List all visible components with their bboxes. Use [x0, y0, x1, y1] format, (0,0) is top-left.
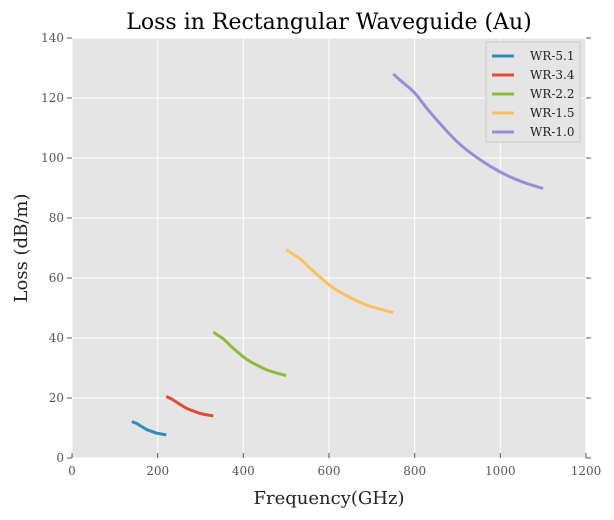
series-line-wr-2.2 [212, 330, 287, 377]
x-tick-label: 600 [318, 464, 341, 478]
series-line-wr-1.5 [285, 248, 394, 314]
series-line-wr-5.1 [131, 420, 167, 437]
legend-label: WR-5.1 [530, 49, 575, 63]
x-tick-label: 400 [232, 464, 255, 478]
x-tick-label: 800 [403, 464, 426, 478]
x-tick-label: 0 [68, 464, 76, 478]
x-tick-label: 1200 [571, 464, 602, 478]
axis-ticks: 0 200 400 600 800 1000 1200 0 20 40 60 80 100 120 140 [41, 31, 601, 478]
chart-title: Loss in Rectangular Waveguide (Au) [126, 10, 531, 35]
legend-box [485, 41, 581, 143]
x-axis-label: Frequency(GHz) [254, 488, 405, 509]
legend: WR-5.1 WR-3.4 WR-2.2 WR-1.5 WR-1.0 [485, 41, 581, 143]
series-line-wr-1.0 [392, 72, 544, 191]
y-tick-label: 20 [49, 391, 64, 405]
x-tick-label: 200 [146, 464, 169, 478]
y-axis-label: Loss (dB/m) [11, 194, 32, 303]
y-tick-label: 140 [41, 31, 64, 45]
series-line-wr-3.4 [165, 395, 214, 418]
y-tick-label: 60 [49, 271, 64, 285]
y-tick-label: 0 [56, 451, 64, 465]
y-tick-label: 80 [49, 211, 64, 225]
legend-label: WR-2.2 [530, 87, 575, 101]
y-tick-label: 40 [49, 331, 64, 345]
y-tick-label: 120 [41, 91, 64, 105]
y-tick-label: 100 [41, 151, 64, 165]
x-tick-label: 1000 [485, 464, 516, 478]
legend-label: WR-1.5 [530, 106, 575, 120]
series-lines [131, 72, 544, 437]
legend-label: WR-3.4 [530, 68, 575, 82]
legend-label: WR-1.0 [530, 125, 575, 139]
